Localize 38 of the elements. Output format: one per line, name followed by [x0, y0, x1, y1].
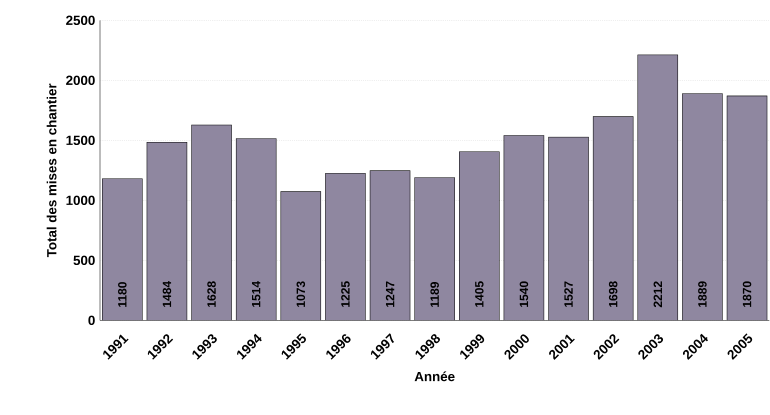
- data-label: 1628: [207, 281, 216, 307]
- y-tick-label: 0: [88, 316, 95, 326]
- bar: [726, 96, 768, 320]
- bar: [370, 170, 410, 320]
- data-label: 1405: [475, 281, 484, 307]
- bar: [638, 54, 678, 320]
- bar: [236, 138, 276, 320]
- data-label: 1514: [252, 281, 260, 307]
- bar: [280, 192, 321, 320]
- bar: [146, 142, 187, 320]
- y-tick-label: 2000: [66, 76, 95, 86]
- data-label: 1247: [386, 281, 394, 307]
- data-label: 1180: [118, 282, 127, 307]
- y-tick-label: 1000: [66, 196, 95, 206]
- bar: [325, 173, 366, 320]
- data-label: 1870: [742, 281, 752, 307]
- bar: [548, 137, 589, 320]
- data-label: 1189: [430, 282, 439, 307]
- bar: [593, 116, 634, 320]
- data-label: 1527: [564, 281, 573, 307]
- bar: [102, 178, 142, 320]
- y-tick-label: 2500: [66, 16, 95, 26]
- bar: [682, 94, 722, 320]
- y-axis-title: Total des mises en chantier: [46, 84, 56, 258]
- data-label: 1698: [608, 281, 618, 307]
- y-tick-label: 500: [73, 256, 95, 266]
- bar: [192, 124, 232, 320]
- data-label: 2212: [654, 281, 662, 308]
- y-tick-label: 1500: [66, 136, 95, 146]
- data-label: 1484: [162, 281, 172, 307]
- data-label: 1225: [341, 281, 350, 307]
- data-label: 1540: [520, 281, 528, 307]
- bar: [459, 152, 500, 320]
- bar: [504, 136, 544, 320]
- x-axis-title: Année: [414, 371, 455, 382]
- bar: [414, 178, 455, 320]
- data-label: 1073: [296, 281, 306, 307]
- data-label: 1889: [698, 281, 707, 307]
